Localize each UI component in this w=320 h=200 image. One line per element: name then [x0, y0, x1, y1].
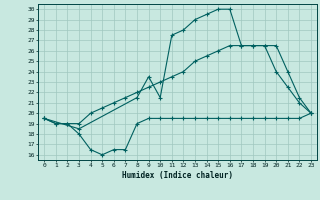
X-axis label: Humidex (Indice chaleur): Humidex (Indice chaleur): [122, 171, 233, 180]
